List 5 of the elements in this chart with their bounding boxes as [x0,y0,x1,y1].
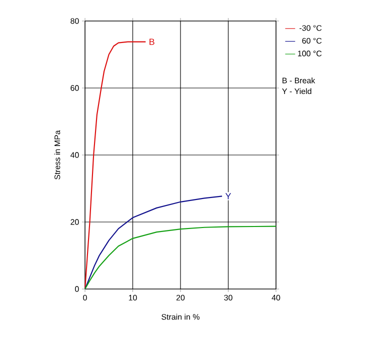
line-series [84,226,277,290]
annotation: Y [225,193,232,200]
line-series [84,196,223,290]
line-series [84,41,146,290]
annotation: B [150,38,154,45]
